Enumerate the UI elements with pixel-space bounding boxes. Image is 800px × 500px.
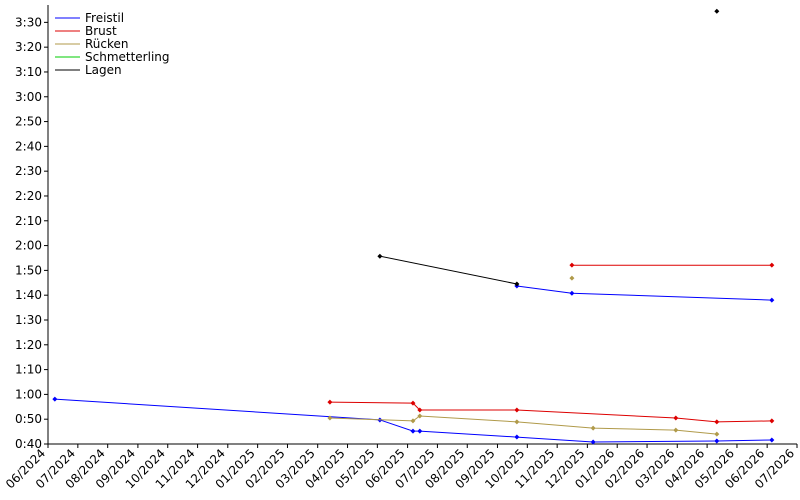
point-marker — [417, 407, 423, 413]
point-marker — [410, 400, 416, 406]
point-marker — [417, 413, 423, 419]
y-tick-label: 1:20 — [15, 338, 42, 352]
point-marker — [569, 275, 575, 281]
series-line — [329, 264, 772, 423]
y-tick-label: 1:00 — [15, 387, 42, 401]
y-tick-label: 3:20 — [15, 40, 42, 54]
point-marker — [714, 8, 720, 14]
y-tick-label: 0:50 — [15, 412, 42, 426]
point-marker — [377, 253, 383, 259]
series-line — [54, 285, 772, 443]
y-tick-label: 0:40 — [15, 437, 42, 451]
point-marker — [410, 418, 416, 424]
y-tick-label: 1:40 — [15, 288, 42, 302]
point-marker — [514, 407, 520, 413]
y-tick-label: 1:10 — [15, 363, 42, 377]
point-marker — [714, 419, 720, 425]
point-marker — [769, 297, 775, 303]
y-tick-label: 2:30 — [15, 164, 42, 178]
point-marker — [327, 399, 333, 405]
y-tick-label: 1:30 — [15, 313, 42, 327]
point-marker — [514, 434, 520, 440]
y-tick-label: 3:10 — [15, 65, 42, 79]
y-tick-label: 3:00 — [15, 90, 42, 104]
point-marker — [673, 415, 679, 421]
point-marker — [569, 290, 575, 296]
y-tick-label: 3:30 — [15, 15, 42, 29]
y-tick-label: 1:50 — [15, 263, 42, 277]
y-tick-label: 2:20 — [15, 189, 42, 203]
point-marker — [514, 281, 520, 287]
y-tick-label: 2:10 — [15, 214, 42, 228]
point-marker — [673, 427, 679, 433]
point-marker — [769, 437, 775, 443]
point-marker — [714, 438, 720, 444]
legend-label: Rücken — [85, 37, 129, 51]
y-tick-label: 2:50 — [15, 115, 42, 129]
series-line — [380, 11, 717, 284]
legend-label: Lagen — [85, 63, 122, 77]
y-tick-label: 2:00 — [15, 239, 42, 253]
point-marker — [769, 262, 775, 268]
point-marker — [417, 428, 423, 434]
y-tick-label: 2:40 — [15, 139, 42, 153]
legend-label: Schmetterling — [85, 50, 170, 64]
point-marker — [410, 428, 416, 434]
point-marker — [327, 415, 333, 421]
point-marker — [769, 418, 775, 424]
point-marker — [514, 419, 520, 425]
legend-label: Brust — [85, 24, 117, 38]
point-marker — [52, 396, 58, 402]
point-marker — [569, 262, 575, 268]
legend-label: Freistil — [85, 11, 124, 25]
point-marker — [590, 439, 596, 445]
point-marker — [590, 425, 596, 431]
point-marker — [714, 431, 720, 437]
